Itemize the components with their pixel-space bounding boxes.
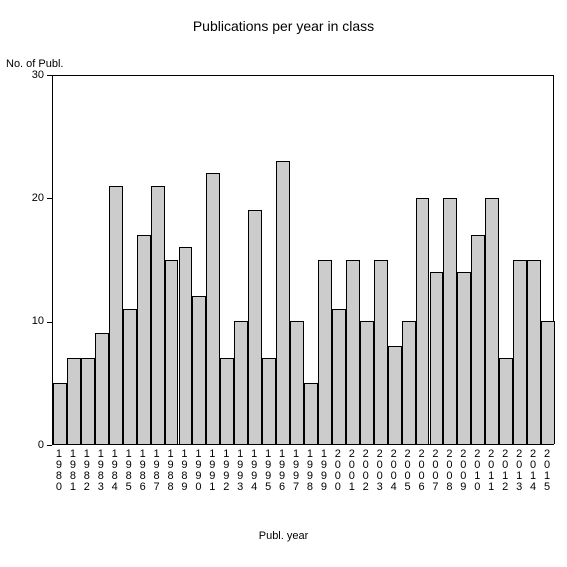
bar [360, 321, 374, 444]
bar [248, 210, 262, 444]
x-tick-label: 1 9 9 5 [261, 449, 275, 493]
y-tick [47, 75, 52, 76]
chart-container: Publications per year in class No. of Pu… [0, 0, 567, 567]
bar [402, 321, 416, 444]
x-tick-label: 2 0 1 1 [484, 449, 498, 493]
y-tick-label: 20 [14, 192, 44, 204]
x-tick-label: 2 0 0 7 [429, 449, 443, 493]
x-tick-label: 1 9 9 8 [303, 449, 317, 493]
x-tick-label: 2 0 0 3 [373, 449, 387, 493]
bar [137, 235, 151, 444]
chart-title: Publications per year in class [0, 18, 567, 34]
x-tick-label: 1 9 9 3 [233, 449, 247, 493]
x-tick-label: 1 9 8 4 [108, 449, 122, 493]
x-tick-label: 1 9 8 7 [150, 449, 164, 493]
x-tick-label: 2 0 1 5 [540, 449, 554, 493]
bar [234, 321, 248, 444]
bar [81, 358, 95, 444]
bar [276, 161, 290, 444]
x-tick-label: 1 9 8 6 [136, 449, 150, 493]
x-tick-label: 1 9 8 5 [122, 449, 136, 493]
bar [346, 260, 360, 445]
x-tick-label: 2 0 0 6 [415, 449, 429, 493]
x-tick-label: 1 9 9 6 [275, 449, 289, 493]
x-tick-label: 2 0 1 4 [526, 449, 540, 493]
bar [471, 235, 485, 444]
bar [206, 173, 220, 444]
bar [443, 198, 457, 444]
y-tick [47, 198, 52, 199]
plot-area [52, 75, 554, 445]
bar [499, 358, 513, 444]
x-tick-label: 2 0 0 4 [387, 449, 401, 493]
x-tick-label: 1 9 8 8 [164, 449, 178, 493]
bar [304, 383, 318, 445]
x-tick-label: 2 0 1 0 [470, 449, 484, 493]
bar [430, 272, 444, 444]
bar [262, 358, 276, 444]
bar [95, 333, 109, 444]
x-tick-label: 1 9 9 2 [219, 449, 233, 493]
x-tick-label: 1 9 9 4 [247, 449, 261, 493]
y-tick [47, 445, 52, 446]
y-tick [47, 322, 52, 323]
bar [485, 198, 499, 444]
bar [513, 260, 527, 445]
x-tick-label: 1 9 8 1 [66, 449, 80, 493]
bar [53, 383, 67, 445]
x-tick-label: 1 9 9 0 [191, 449, 205, 493]
x-tick-label: 1 9 8 2 [80, 449, 94, 493]
bar [541, 321, 555, 444]
x-tick-label: 2 0 0 5 [401, 449, 415, 493]
y-tick-label: 0 [14, 439, 44, 451]
x-tick-label: 2 0 0 9 [456, 449, 470, 493]
bar [67, 358, 81, 444]
bar [165, 260, 179, 445]
x-tick-label: 2 0 1 2 [498, 449, 512, 493]
x-tick-label: 1 9 8 0 [52, 449, 66, 493]
x-tick-label: 1 9 8 9 [178, 449, 192, 493]
bar [374, 260, 388, 445]
x-tick-label: 1 9 9 1 [205, 449, 219, 493]
x-tick-label: 2 0 0 2 [359, 449, 373, 493]
bar [109, 186, 123, 444]
bar [220, 358, 234, 444]
bar [388, 346, 402, 444]
bar [318, 260, 332, 445]
bar [192, 296, 206, 444]
y-tick-label: 10 [14, 315, 44, 327]
x-axis-label: Publ. year [0, 530, 567, 542]
bar [179, 247, 193, 444]
x-tick-label: 1 9 9 7 [289, 449, 303, 493]
x-tick-label: 2 0 0 8 [442, 449, 456, 493]
bar [151, 186, 165, 444]
x-tick-label: 1 9 9 9 [317, 449, 331, 493]
y-tick-label: 30 [14, 69, 44, 81]
bar [290, 321, 304, 444]
bar [123, 309, 137, 444]
bar [527, 260, 541, 445]
x-tick-label: 2 0 0 1 [345, 449, 359, 493]
bar [416, 198, 430, 444]
bar [332, 309, 346, 444]
x-tick-label: 1 9 8 3 [94, 449, 108, 493]
x-tick-label: 2 0 0 0 [331, 449, 345, 493]
bar [457, 272, 471, 444]
x-tick-label: 2 0 1 3 [512, 449, 526, 493]
